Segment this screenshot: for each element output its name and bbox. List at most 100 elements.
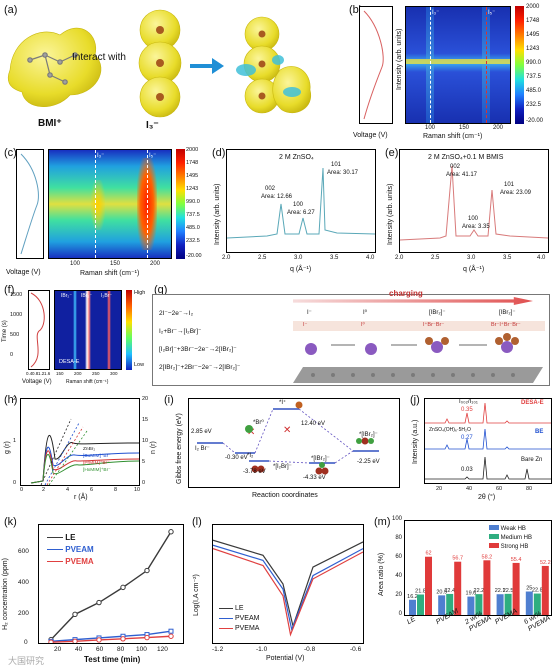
peak-label: I₂Br⁻ <box>101 293 112 299</box>
reaction-3: [I₂Br]⁻+3Br⁻−2e⁻→2[IBr₂]⁻ <box>159 346 237 353</box>
bar-medium-hb <box>533 593 541 615</box>
x-tick: 3.0 <box>467 255 476 261</box>
panel-label: (d) <box>212 147 226 159</box>
panel-label: (c) <box>4 147 17 159</box>
xrd-plot: I₀₀₂/I₁₀₁ 0.35 DESA-E ZnSO₄(OH)₆·5H₂O 0.… <box>424 398 552 484</box>
data-point <box>72 638 78 645</box>
energy-diagram: ✕ ✕ 2.85 eV -0.30 eV -3.78 eV 12.40 eV -… <box>188 398 400 488</box>
voltage-profile-b <box>359 6 393 124</box>
bar-weak-hb <box>525 591 533 615</box>
x-tick: 2.5 <box>258 255 267 261</box>
y-axis-label: Intensity (arb. units) <box>396 28 403 90</box>
energy-label: -3.78 eV <box>243 469 266 475</box>
species-label: *Br⁰ <box>253 420 264 426</box>
i3-label: I₃⁻ <box>146 120 159 131</box>
energy-label: -4.33 eV <box>303 475 326 481</box>
panel-e: (e) Intensity (arb. units) 2 M ZnSO₄+0.1… <box>383 143 554 281</box>
x-tick: 100 <box>425 125 436 131</box>
energy-label: -2.25 eV <box>357 459 380 465</box>
y-axis-label: g (r) <box>4 441 11 454</box>
x-axis-label: Raman shift (cm⁻¹) <box>80 270 140 277</box>
series-line-le <box>212 539 364 629</box>
panel-j: (j) Intensity (a.u.) I₀₀₂/I₁₀₁ 0.35 DESA… <box>410 392 554 504</box>
panel-label: (j) <box>410 394 420 406</box>
y-axis-label: Intensity (arb. units) <box>214 183 221 245</box>
series-line-le <box>50 531 172 641</box>
panel-label: (k) <box>4 516 17 528</box>
trace-ratio: 0.35 <box>461 407 473 413</box>
bmi-label: BMI⁺ <box>38 118 62 129</box>
x-axis-label: Reaction coordinates <box>252 492 318 499</box>
bar-value-label: 25 <box>526 586 532 592</box>
legend-label: LE <box>65 533 76 542</box>
y-axis-label: H₂ concentration (ppm) <box>2 558 9 630</box>
x-axis-label: q (Å⁻¹) <box>463 266 485 273</box>
peak-hkl: 002 <box>265 186 276 192</box>
bar-strong-hb <box>425 556 432 615</box>
state-label: I⁺Br⁻Br⁻ <box>423 322 445 328</box>
state-label: I⁻ <box>303 322 308 328</box>
panel-d: (d) Intensity (arb. units) 2 M ZnSO₄ 002… <box>210 143 382 281</box>
panel-h: (h) g (r) ZnBr₂ [BuMIM]⁺Br⁻ [PrMIM]⁺Br⁻ … <box>4 394 157 501</box>
bar-value-label: 21.8 <box>415 589 426 595</box>
bar-strong-hb <box>483 560 491 615</box>
panel-a: (a) <box>0 0 320 140</box>
data-point <box>96 637 102 643</box>
bar-value-label: 22.8 <box>532 588 543 594</box>
x-tick: 4.0 <box>537 255 546 261</box>
plot-area-e: 2 M ZnSO₄+0.1 M BMIS 002 Area: 41.17 100… <box>399 149 549 253</box>
panel-k: (k) H₂ concentration (ppm) 600 400 200 0… <box>0 512 190 666</box>
peak-label-i5: I₅⁻ <box>488 10 496 16</box>
x-tick: 3.5 <box>330 255 339 261</box>
bar-medium-hb <box>446 593 454 615</box>
bar-weak-hb <box>409 599 416 615</box>
peak-label-i5: I₅⁻ <box>149 153 157 159</box>
peak-hkl: 100 <box>468 216 479 222</box>
legend-item-pvema: PVEMA <box>47 557 94 569</box>
tag-desa-e: DESA-E <box>59 359 80 365</box>
title-d: 2 M ZnSO₄ <box>279 154 314 161</box>
raman-heatmap-c: I₃⁻ I₅⁻ <box>48 149 172 259</box>
state-label: I⁰ <box>361 322 365 328</box>
colorbar-c <box>176 149 185 259</box>
panel-label: (f) <box>4 284 15 296</box>
series-line-pveam <box>50 630 172 643</box>
voltage-profile-f <box>28 290 50 370</box>
x-axis-label: r (Å) <box>74 494 88 501</box>
panel-c: (c) I₃⁻ I₅⁻ 100 150 200 Raman shift (cm⁻… <box>0 143 210 281</box>
panel-l: (l) Log(I,A cm⁻²) LE PVEAM PVEMA -1.2 -1… <box>190 512 370 666</box>
bar-value-label: 20.9 <box>436 589 447 595</box>
panel-label: (m) <box>374 516 391 528</box>
series-line-pvema <box>50 635 172 643</box>
svg-text:✕: ✕ <box>283 425 291 436</box>
species-label: I⁻ <box>307 310 312 316</box>
colorbar-f <box>126 290 132 370</box>
panel-label: (g) <box>154 284 168 296</box>
y-axis-label: Log(I,A cm⁻²) <box>193 574 200 616</box>
legend-label: PVEAM <box>65 545 94 554</box>
x-tick: 200 <box>493 125 504 131</box>
series-line-pveam <box>212 544 364 632</box>
peak-label-i3: I₃⁻ <box>432 10 440 16</box>
energy-label: 12.40 eV <box>301 421 326 427</box>
raman-heatmap-b: I₃⁻ I₅⁻ <box>405 6 511 124</box>
bar-value-label: 22.2 <box>474 588 485 594</box>
panel-g: (g) 2I⁻−2e⁻→I₂ I₂+Br⁻→[I₂Br]⁻ [I₂Br]⁻+3B… <box>152 284 552 388</box>
bar-value-label: 55.4 <box>511 557 522 563</box>
data-point <box>120 636 126 642</box>
peak-area: Area: 6.27 <box>287 210 315 216</box>
energy-label: 2.85 eV <box>191 429 212 435</box>
peak-hkl: 100 <box>293 202 304 208</box>
watermark: 大国研究 <box>8 656 45 666</box>
species-label: *I⁺ <box>279 400 287 406</box>
y2-axis-label: n (r) <box>150 441 157 454</box>
x-tick: 4.0 <box>366 255 375 261</box>
series-line-pvema <box>212 548 364 637</box>
x-tick: 150 <box>459 125 470 131</box>
data-point <box>72 611 78 618</box>
phase-label: ZnSO₄(OH)₆·5H₂O <box>429 427 471 433</box>
trace-name: DESA-E <box>521 400 544 406</box>
peak-area: Area: 23.09 <box>500 190 532 196</box>
legend-l: LE PVEAM PVEMA <box>219 605 259 635</box>
bar-value-label: 58.2 <box>482 554 493 560</box>
